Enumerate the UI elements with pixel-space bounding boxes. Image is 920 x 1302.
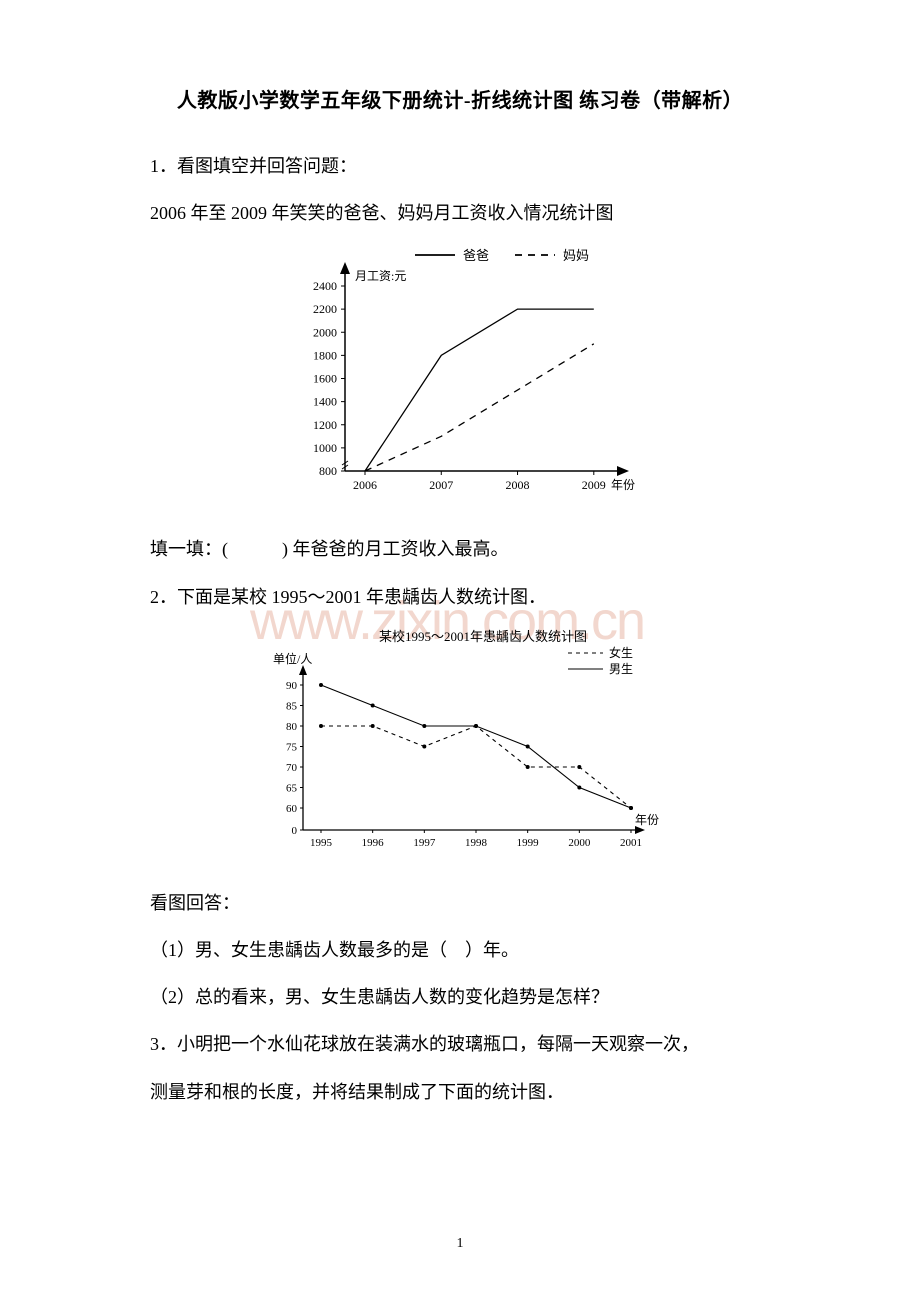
chart1-svg: 800 1000 1200 1400 1600 1800 2000 2200 2400 2006 2… <box>270 241 650 511</box>
q3-line2: 测量芽和根的长度，并将结果制成了下面的统计图． <box>150 1071 770 1114</box>
q2-sub3: （2）总的看来，男、女生患龋齿人数的变化趋势是怎样？ <box>150 976 770 1019</box>
svg-text:单位/人: 单位/人 <box>273 651 312 666</box>
svg-text:85: 85 <box>286 700 298 712</box>
q3-line1: 3．小明把一个水仙花球放在装满水的玻璃瓶口，每隔一天观察一次， <box>150 1023 770 1066</box>
svg-text:年份: 年份 <box>635 813 659 827</box>
page-title: 人教版小学数学五年级下册统计-折线统计图 练习卷（带解析） <box>150 84 770 113</box>
svg-text:1400: 1400 <box>313 395 337 409</box>
svg-text:75: 75 <box>286 741 298 753</box>
svg-text:2001: 2001 <box>620 837 642 849</box>
svg-text:女生: 女生 <box>609 645 633 660</box>
svg-text:某校1995～2001年患龋齿人数统计图: 某校1995～2001年患龋齿人数统计图 <box>379 629 587 644</box>
q1-text: 1．看图填空并回答问题： <box>150 145 770 188</box>
chart1-container: 800 1000 1200 1400 1600 1800 2000 2200 2400 2006 2… <box>150 241 770 516</box>
svg-text:2400: 2400 <box>313 279 337 293</box>
svg-text:1998: 1998 <box>465 837 488 849</box>
svg-text:1999: 1999 <box>517 837 540 849</box>
svg-text:1995: 1995 <box>310 837 333 849</box>
svg-text:1800: 1800 <box>313 349 337 363</box>
q2-sub2: （1）男、女生患龋齿人数最多的是（ ）年。 <box>150 929 770 972</box>
svg-text:70: 70 <box>286 762 298 774</box>
svg-text:60: 60 <box>286 803 298 815</box>
q1-subtitle: 2006 年至 2009 年笑笑的爸爸、妈妈月工资收入情况统计图 <box>150 192 770 235</box>
svg-text:2008: 2008 <box>506 478 530 492</box>
svg-text:2009: 2009 <box>582 478 606 492</box>
svg-text:2200: 2200 <box>313 303 337 317</box>
svg-text:65: 65 <box>286 782 298 794</box>
q2-sub1: 看图回答： <box>150 882 770 925</box>
svg-text:男生: 男生 <box>609 662 633 676</box>
svg-text:800: 800 <box>319 464 337 478</box>
svg-text:0: 0 <box>292 825 298 837</box>
svg-text:1996: 1996 <box>362 837 385 849</box>
svg-text:1200: 1200 <box>313 418 337 432</box>
svg-text:2006: 2006 <box>353 478 377 492</box>
q2-text: 2．下面是某校 1995～2001 年患龋齿人数统计图． <box>150 576 770 619</box>
page-number: 1 <box>0 1236 920 1252</box>
chart2-container: 某校1995～2001年患龋齿人数统计图女生男生 单位/人 0 60 65 70 75 80 8… <box>150 625 770 870</box>
q1-fill: 填一填：( ) 年爸爸的月工资收入最高。 <box>150 528 770 571</box>
svg-text:1997: 1997 <box>413 837 436 849</box>
svg-text:2000: 2000 <box>313 326 337 340</box>
svg-text:爸爸: 爸爸 <box>463 248 489 263</box>
svg-text:1600: 1600 <box>313 372 337 386</box>
svg-text:2007: 2007 <box>429 478 453 492</box>
svg-text:年份: 年份 <box>611 478 635 492</box>
svg-text:2000: 2000 <box>568 837 591 849</box>
chart2-svg: 某校1995～2001年患龋齿人数统计图女生男生 单位/人 0 60 65 70 75 80 8… <box>245 625 675 865</box>
svg-text:80: 80 <box>286 721 298 733</box>
svg-text:妈妈: 妈妈 <box>563 248 589 263</box>
svg-text:90: 90 <box>286 680 298 692</box>
svg-text:1000: 1000 <box>313 441 337 455</box>
svg-text:月工资:元: 月工资:元 <box>355 269 406 283</box>
